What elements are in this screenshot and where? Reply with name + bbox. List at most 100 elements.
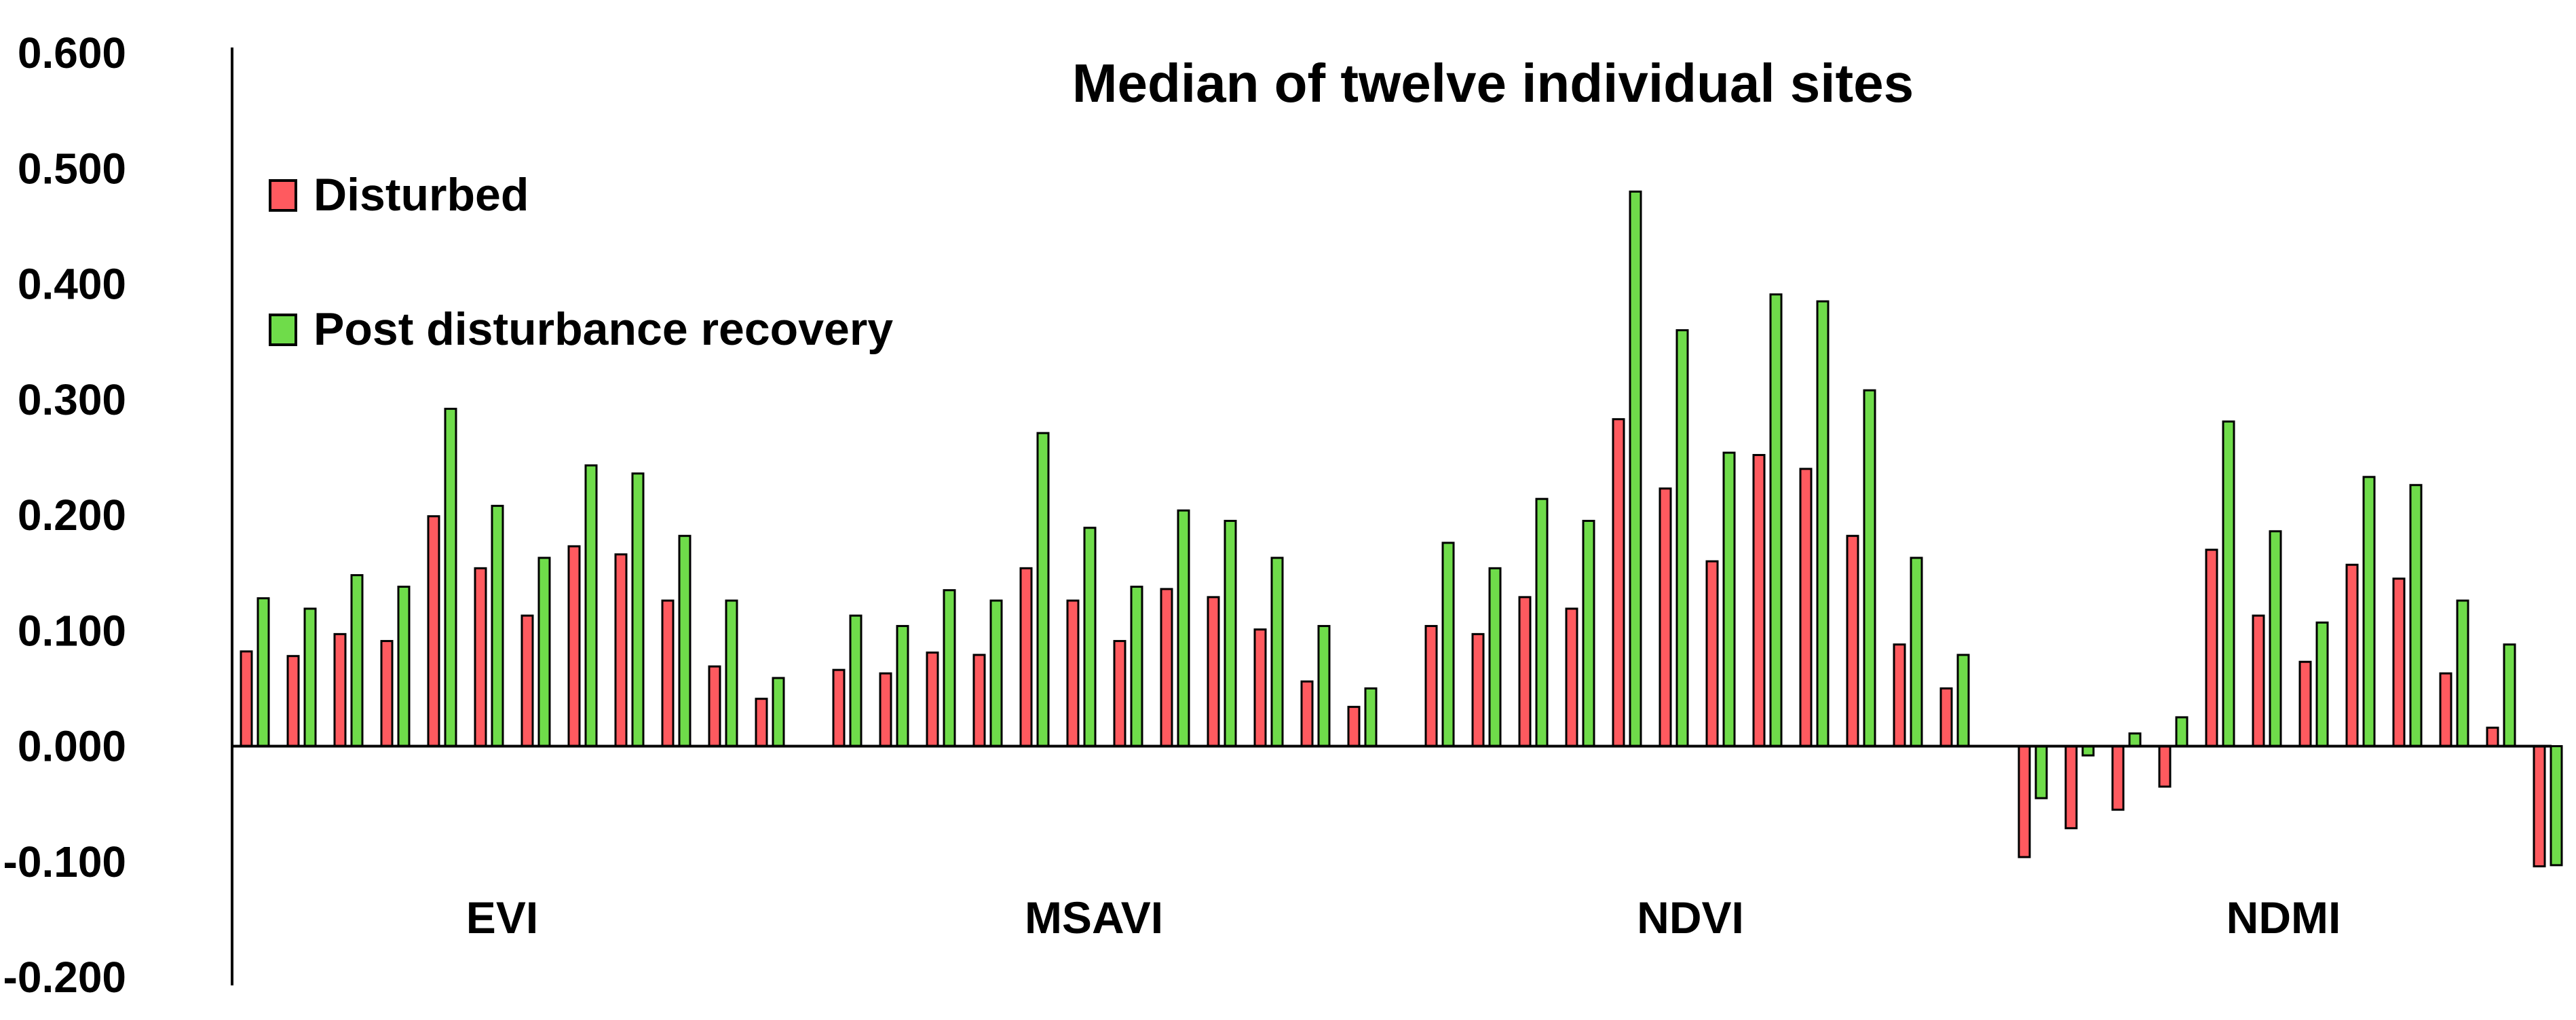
bar-ndvi-recovery-site-10 bbox=[1863, 389, 1876, 747]
bar-ndmi-disturbed-site-9 bbox=[2392, 578, 2406, 748]
bar-evi-disturbed-site-7 bbox=[520, 614, 534, 747]
category-label-evi: EVI bbox=[466, 892, 538, 943]
bar-evi-disturbed-site-5 bbox=[427, 515, 440, 747]
legend-swatch-disturbed bbox=[269, 179, 297, 212]
bar-msavi-recovery-site-3 bbox=[943, 589, 956, 747]
bar-ndvi-disturbed-site-1 bbox=[1424, 624, 1438, 747]
bar-msavi-recovery-site-12 bbox=[1364, 687, 1378, 747]
bar-ndvi-disturbed-site-11 bbox=[1893, 643, 1906, 747]
bar-ndvi-recovery-site-4 bbox=[1582, 520, 1595, 747]
bar-evi-recovery-site-11 bbox=[725, 599, 738, 747]
bar-evi-recovery-site-10 bbox=[678, 535, 692, 748]
y-tick-label: 0.300 bbox=[18, 375, 126, 424]
bar-ndvi-recovery-site-7 bbox=[1722, 451, 1736, 747]
bar-ndmi-disturbed-site-8 bbox=[2345, 563, 2359, 748]
y-tick-label: 0.600 bbox=[18, 29, 126, 77]
bar-msavi-disturbed-site-8 bbox=[1160, 588, 1173, 748]
bar-ndmi-disturbed-site-5 bbox=[2205, 548, 2218, 747]
bar-ndvi-recovery-site-6 bbox=[1675, 329, 1689, 748]
bar-ndvi-recovery-site-12 bbox=[1956, 654, 1970, 747]
bar-evi-disturbed-site-2 bbox=[286, 655, 300, 748]
bar-ndvi-disturbed-site-2 bbox=[1471, 632, 1485, 747]
y-tick-label: 0.400 bbox=[18, 260, 126, 309]
bar-msavi-disturbed-site-6 bbox=[1066, 599, 1080, 747]
bar-evi-recovery-site-5 bbox=[444, 407, 457, 747]
y-tick-label: 0.500 bbox=[18, 144, 126, 193]
bar-ndvi-recovery-site-8 bbox=[1769, 293, 1783, 747]
bar-ndmi-recovery-site-11 bbox=[2503, 643, 2516, 747]
legend-label-recovery: Post disturbance recovery bbox=[314, 303, 893, 355]
bar-ndmi-recovery-site-2 bbox=[2081, 745, 2095, 757]
category-label-ndvi: NDVI bbox=[1637, 892, 1744, 943]
bar-msavi-recovery-site-8 bbox=[1177, 509, 1190, 747]
bar-ndvi-disturbed-site-7 bbox=[1705, 560, 1719, 747]
chart-title: Median of twelve individual sites bbox=[1072, 53, 1914, 113]
legend-swatch-recovery bbox=[269, 314, 297, 346]
legend: Disturbed Post disturbance recovery bbox=[269, 169, 893, 355]
bar-ndvi-disturbed-site-8 bbox=[1752, 453, 1766, 747]
bar-msavi-recovery-site-5 bbox=[1036, 432, 1050, 747]
bar-evi-recovery-site-7 bbox=[537, 556, 551, 747]
bar-msavi-disturbed-site-12 bbox=[1347, 706, 1361, 747]
bar-ndmi-disturbed-site-3 bbox=[2111, 745, 2125, 811]
bar-ndmi-disturbed-site-7 bbox=[2298, 660, 2312, 748]
bar-ndvi-disturbed-site-12 bbox=[1939, 687, 1953, 747]
bar-msavi-recovery-site-9 bbox=[1224, 520, 1237, 747]
bar-evi-disturbed-site-11 bbox=[708, 665, 721, 748]
axis-layer: 0.600 0.500 0.400 0.300 0.200 0.100 0.000 -0.10… bbox=[3, 29, 2552, 1002]
bar-ndmi-disturbed-site-10 bbox=[2439, 672, 2452, 747]
bar-ndvi-disturbed-site-6 bbox=[1659, 487, 1672, 748]
bar-ndmi-disturbed-site-6 bbox=[2252, 614, 2265, 747]
bar-evi-disturbed-site-6 bbox=[474, 567, 487, 747]
bar-ndvi-disturbed-site-3 bbox=[1518, 596, 1532, 747]
bar-msavi-disturbed-site-2 bbox=[879, 672, 892, 747]
bar-ndvi-disturbed-site-9 bbox=[1799, 468, 1813, 748]
bar-evi-recovery-site-2 bbox=[303, 607, 317, 748]
bar-ndmi-recovery-site-5 bbox=[2222, 420, 2235, 747]
bar-ndvi-recovery-site-9 bbox=[1816, 300, 1830, 748]
bar-msavi-disturbed-site-3 bbox=[926, 651, 939, 747]
bar-ndmi-disturbed-site-4 bbox=[2158, 745, 2172, 788]
y-tick-label: 0.000 bbox=[18, 722, 126, 771]
bar-msavi-recovery-site-6 bbox=[1083, 527, 1097, 747]
bar-ndmi-disturbed-site-11 bbox=[2486, 726, 2499, 748]
bar-msavi-disturbed-site-5 bbox=[1019, 567, 1033, 747]
bar-evi-disturbed-site-1 bbox=[240, 650, 253, 748]
bar-evi-recovery-site-8 bbox=[584, 464, 598, 747]
bar-ndvi-disturbed-site-10 bbox=[1846, 535, 1859, 748]
category-label-msavi: MSAVI bbox=[1025, 892, 1163, 943]
bar-evi-recovery-site-12 bbox=[772, 677, 785, 747]
bar-evi-recovery-site-1 bbox=[257, 597, 270, 748]
bar-msavi-recovery-site-2 bbox=[896, 624, 909, 747]
bar-evi-disturbed-site-12 bbox=[755, 698, 768, 748]
bar-msavi-disturbed-site-7 bbox=[1113, 640, 1126, 748]
bar-evi-recovery-site-3 bbox=[350, 574, 364, 748]
bar-msavi-recovery-site-10 bbox=[1270, 556, 1284, 747]
bar-msavi-disturbed-site-4 bbox=[972, 654, 986, 747]
bar-evi-disturbed-site-8 bbox=[567, 545, 581, 748]
bar-ndvi-disturbed-site-5 bbox=[1612, 418, 1625, 747]
bar-evi-recovery-site-6 bbox=[491, 504, 504, 747]
bar-evi-disturbed-site-9 bbox=[614, 553, 628, 747]
bar-msavi-disturbed-site-9 bbox=[1207, 596, 1220, 747]
bar-evi-recovery-site-4 bbox=[397, 586, 411, 747]
bar-ndmi-recovery-site-8 bbox=[2362, 476, 2376, 747]
bar-ndmi-recovery-site-9 bbox=[2409, 484, 2423, 747]
y-tick-label: 0.200 bbox=[18, 491, 126, 540]
bar-ndmi-recovery-site-12 bbox=[2550, 745, 2563, 867]
bar-msavi-disturbed-site-1 bbox=[832, 668, 846, 748]
legend-label-disturbed: Disturbed bbox=[314, 169, 529, 221]
bar-msavi-disturbed-site-10 bbox=[1253, 628, 1267, 747]
bar-msavi-recovery-site-7 bbox=[1130, 586, 1143, 747]
bars-layer bbox=[240, 190, 2563, 868]
bar-ndmi-recovery-site-10 bbox=[2456, 599, 2469, 747]
y-tick-label: -0.200 bbox=[3, 953, 126, 1002]
bar-ndvi-recovery-site-11 bbox=[1910, 556, 1923, 747]
bar-ndmi-recovery-site-7 bbox=[2315, 621, 2329, 748]
bar-msavi-recovery-site-1 bbox=[849, 614, 863, 747]
bar-ndvi-recovery-site-1 bbox=[1441, 542, 1455, 747]
bar-evi-disturbed-site-3 bbox=[333, 632, 347, 747]
bar-ndvi-recovery-site-3 bbox=[1535, 497, 1549, 747]
